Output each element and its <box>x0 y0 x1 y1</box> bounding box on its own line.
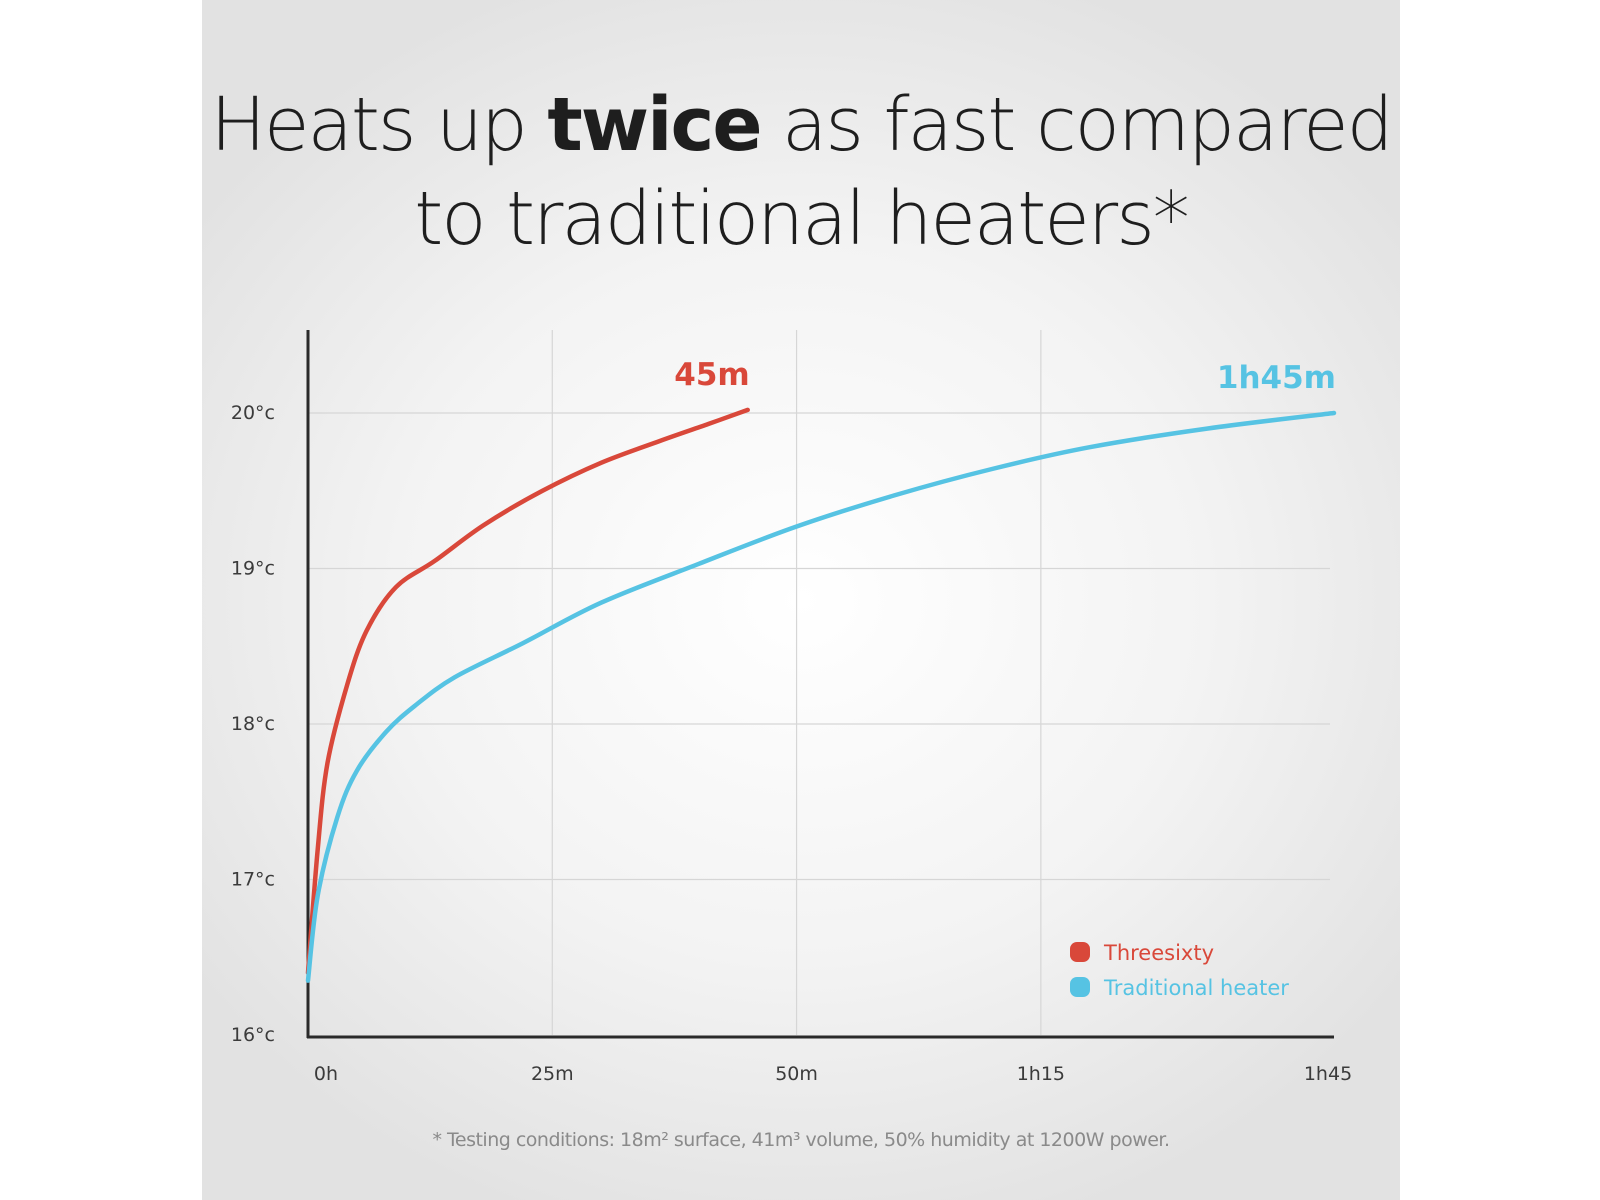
x-tick-label: 25m <box>531 1063 574 1085</box>
axes <box>306 330 1334 1039</box>
title-part-2: as fast compared to traditional heaters* <box>414 82 1393 262</box>
tick-labels: 16°c 17°c 18°c 19°c 20°c 0h 25m 50m 1h15 1h45 45m 1… <box>231 357 1352 1085</box>
y-tick-label: 19°c <box>231 558 275 580</box>
page-title: Heats up twice as fast compared to tradi… <box>202 78 1400 266</box>
x-tick-label: 1h45 <box>1304 1063 1352 1085</box>
legend-label-traditional-heater: Traditional heater <box>1103 976 1289 1000</box>
y-tick-label: 16°c <box>231 1024 275 1046</box>
grid <box>308 330 1330 1035</box>
title-part-1: Heats up <box>210 82 548 168</box>
legend-label-threesixty: Threesixty <box>1103 941 1214 965</box>
series-lines <box>305 407 1337 983</box>
end-label-traditional-heater: 1h45m <box>1217 360 1336 396</box>
end-label-threesixty: 45m <box>674 357 749 393</box>
series-line-threesixty <box>305 407 750 976</box>
y-tick-label: 17°c <box>231 869 275 891</box>
y-tick-label: 18°c <box>231 713 275 735</box>
footnote: * Testing conditions: 18m² surface, 41m³… <box>432 1129 1170 1151</box>
series-line-traditional-heater <box>305 410 1337 983</box>
legend: Threesixty Traditional heater <box>1070 941 1289 1000</box>
infographic-panel: Heats up twice as fast compared to tradi… <box>202 0 1400 1200</box>
y-tick-label: 20°c <box>231 402 275 424</box>
heating-chart: 16°c 17°c 18°c 19°c 20°c 0h 25m 50m 1h15 1h45 45m 1… <box>231 330 1352 1085</box>
x-tick-label: 50m <box>775 1063 818 1085</box>
title-emphasis: twice <box>547 82 762 168</box>
legend-swatch-traditional-heater <box>1070 977 1090 997</box>
x-tick-label: 1h15 <box>1017 1063 1065 1085</box>
legend-swatch-threesixty <box>1070 942 1090 962</box>
x-tick-label: 0h <box>314 1063 338 1085</box>
